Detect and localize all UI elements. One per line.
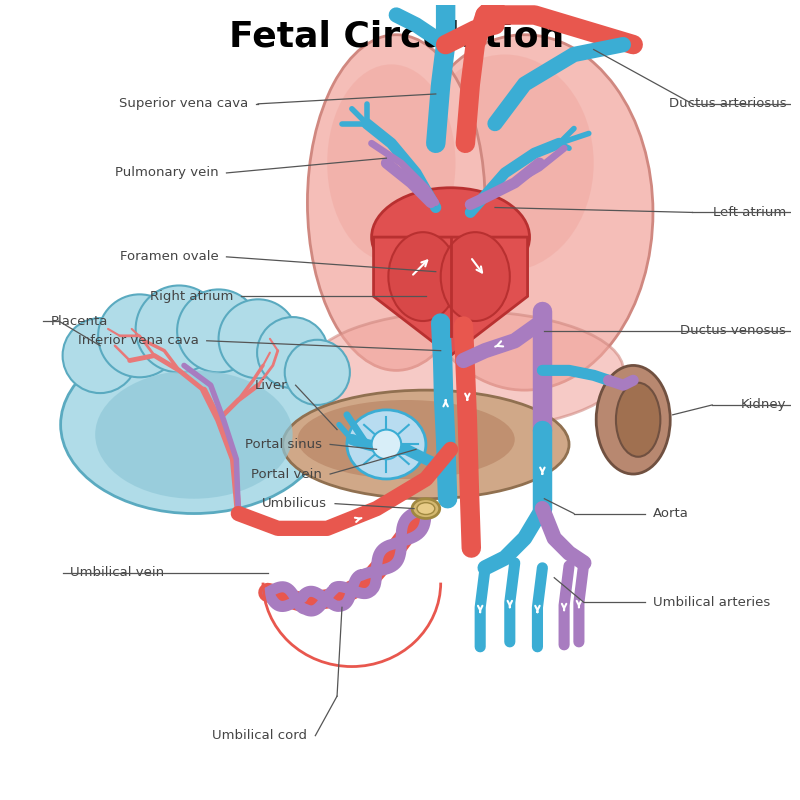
Circle shape — [257, 317, 328, 388]
Ellipse shape — [327, 64, 455, 262]
Ellipse shape — [412, 498, 440, 518]
Circle shape — [62, 318, 138, 393]
Text: Liver: Liver — [255, 378, 288, 392]
Text: Aorta: Aorta — [653, 507, 689, 520]
Text: Pulmonary vein: Pulmonary vein — [115, 166, 218, 179]
Ellipse shape — [282, 390, 569, 498]
Circle shape — [371, 430, 402, 459]
Polygon shape — [374, 237, 527, 355]
Text: Right atrium: Right atrium — [150, 290, 234, 303]
Circle shape — [285, 340, 350, 405]
Text: Umbilical vein: Umbilical vein — [70, 566, 165, 579]
Circle shape — [98, 294, 181, 378]
Ellipse shape — [417, 502, 434, 514]
Circle shape — [177, 290, 260, 372]
Text: Foramen ovale: Foramen ovale — [120, 250, 218, 263]
Ellipse shape — [347, 410, 426, 479]
Ellipse shape — [388, 232, 458, 321]
Ellipse shape — [416, 54, 594, 272]
Ellipse shape — [616, 382, 660, 457]
Text: Inferior vena cava: Inferior vena cava — [78, 334, 199, 347]
Circle shape — [218, 299, 298, 378]
Ellipse shape — [371, 188, 530, 286]
Text: Ductus venosus: Ductus venosus — [680, 324, 786, 338]
Text: Umbilicus: Umbilicus — [262, 497, 327, 510]
Ellipse shape — [596, 366, 670, 474]
Circle shape — [136, 286, 222, 372]
Ellipse shape — [298, 400, 514, 479]
Text: Fetal Circulation: Fetal Circulation — [229, 20, 564, 54]
Text: Left atrium: Left atrium — [713, 206, 786, 219]
Text: Placenta: Placenta — [50, 314, 108, 327]
Text: Umbilical arteries: Umbilical arteries — [653, 596, 770, 609]
Text: Portal vein: Portal vein — [251, 467, 322, 481]
Text: Umbilical cord: Umbilical cord — [213, 729, 307, 742]
Text: Kidney: Kidney — [741, 398, 786, 411]
Ellipse shape — [95, 370, 293, 498]
Ellipse shape — [396, 34, 653, 390]
Text: Portal sinus: Portal sinus — [246, 438, 322, 451]
Ellipse shape — [307, 34, 485, 370]
Text: Superior vena cava: Superior vena cava — [119, 98, 248, 110]
Ellipse shape — [441, 232, 510, 321]
Ellipse shape — [307, 311, 623, 430]
Ellipse shape — [61, 336, 327, 514]
Text: Ductus arteriosus: Ductus arteriosus — [669, 98, 786, 110]
